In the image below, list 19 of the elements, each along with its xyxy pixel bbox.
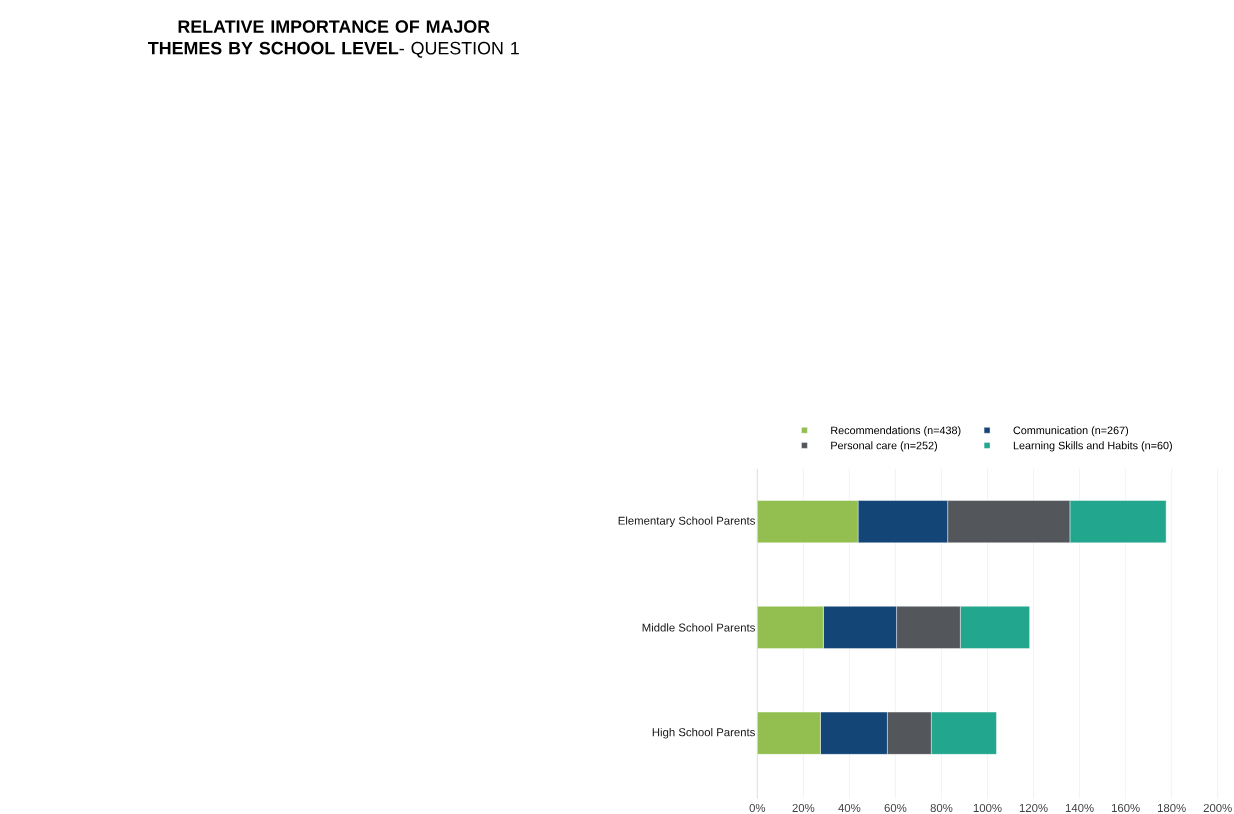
legend-label: Communication (n=267) bbox=[1013, 426, 1129, 437]
legend-label: Recommendations (n=438) bbox=[831, 426, 961, 437]
x-tick-label: 0% bbox=[749, 804, 766, 813]
x-tick-label: 180% bbox=[1157, 804, 1186, 813]
y-tick-label: Elementary School Parents bbox=[618, 516, 755, 528]
x-tick-label: 20% bbox=[792, 804, 815, 813]
y-tick-label: Middle School Parents bbox=[642, 623, 755, 632]
legend-label: Learning Skills and Habits (n=60) bbox=[1013, 441, 1172, 452]
x-tick-label: 100% bbox=[973, 804, 1002, 813]
x-tick-label: 80% bbox=[930, 804, 953, 813]
text: RELATIVE IMPORTANCE OF MAJOR THEMES BY SCHOOL LEVEL- QUESTION 1 bbox=[148, 20, 519, 58]
legend-label: Personal care (n=252) bbox=[831, 441, 938, 452]
x-tick-label: 200% bbox=[1203, 804, 1232, 813]
x-tick-label: 140% bbox=[1065, 804, 1094, 813]
x-tick-label: 120% bbox=[1019, 804, 1048, 813]
x-tick-label: 40% bbox=[838, 804, 861, 813]
y-tick-label: High School Parents bbox=[652, 728, 755, 739]
x-tick-label: 60% bbox=[884, 804, 907, 813]
x-tick-label: 160% bbox=[1111, 804, 1140, 813]
